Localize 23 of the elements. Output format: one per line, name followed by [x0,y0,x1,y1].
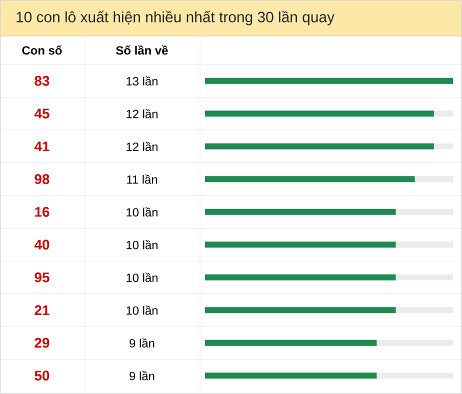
data-label: 11 lần [127,174,158,184]
data-label: 13 lần [126,76,158,86]
data-label: 12 lần [126,108,158,118]
y-tick-label: 45 [34,108,50,118]
data-label: 10 lần [126,207,158,217]
y-tick-label: 21 [34,305,50,315]
y-tick-label: 50 [34,370,50,381]
data-label: 10 lần [126,272,158,282]
y-tick-label: 29 [34,338,50,348]
y-tick-label: 40 [34,240,50,250]
y-tick-label: 95 [34,272,50,282]
data-label: 9 lần [130,338,154,348]
y-tick-label: 98 [34,174,50,184]
y-tick-label: 16 [35,206,50,217]
chart-title: 10 con lô xuất hiện nhiều nhất trong 30 lần quay [16,10,334,26]
text: Số lần về [116,45,168,55]
data-label: 12 lần [126,142,158,152]
data-label: 10 lần [126,305,158,315]
text: Con số [22,45,62,55]
y-tick-label: 41 [34,142,50,152]
data-label: 10 lần [126,240,158,250]
y-tick-label: 83 [34,76,50,86]
data-label: 9 lần [130,370,154,380]
